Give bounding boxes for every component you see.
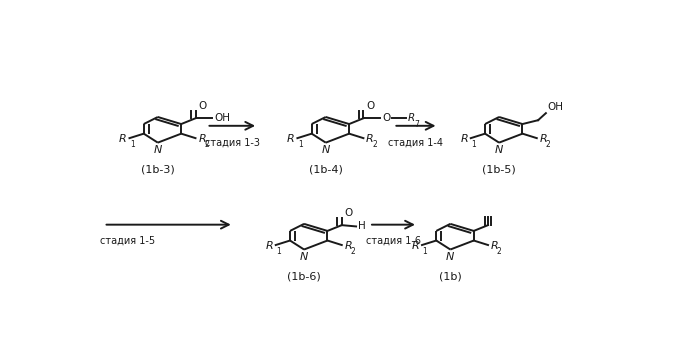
Text: стадия 1-3: стадия 1-3: [205, 138, 260, 148]
Text: (1b-4): (1b-4): [309, 164, 343, 174]
Text: O: O: [382, 113, 390, 123]
Text: стадия 1-4: стадия 1-4: [388, 138, 443, 148]
Text: (1b-5): (1b-5): [482, 164, 516, 174]
Text: 1: 1: [130, 140, 135, 149]
Text: 2: 2: [204, 140, 209, 149]
Text: N: N: [300, 252, 308, 262]
Text: N: N: [322, 145, 330, 155]
Text: 2: 2: [350, 247, 355, 256]
Text: (1b-3): (1b-3): [141, 164, 175, 174]
Text: OH: OH: [214, 113, 230, 123]
Text: стадия 1-5: стадия 1-5: [101, 236, 156, 246]
Text: 1: 1: [471, 140, 476, 149]
Text: H: H: [358, 221, 366, 231]
Text: R: R: [460, 134, 468, 144]
Text: R: R: [366, 134, 374, 144]
Text: N: N: [446, 252, 454, 262]
Text: O: O: [199, 101, 206, 111]
Text: стадия 1-6: стадия 1-6: [366, 236, 421, 246]
Text: O: O: [366, 101, 375, 111]
Text: R: R: [265, 240, 273, 251]
Text: O: O: [345, 208, 353, 218]
Text: 1: 1: [422, 247, 427, 256]
Text: 7: 7: [415, 120, 419, 129]
Text: (1b): (1b): [439, 271, 462, 281]
Text: 1: 1: [298, 140, 303, 149]
Text: R: R: [408, 113, 415, 123]
Text: R: R: [412, 240, 419, 251]
Text: 2: 2: [497, 247, 501, 256]
Text: R: R: [345, 240, 352, 251]
Text: R: R: [119, 134, 127, 144]
Text: 1: 1: [276, 247, 281, 256]
Text: R: R: [491, 240, 498, 251]
Text: N: N: [154, 145, 162, 155]
Text: OH: OH: [547, 102, 563, 112]
Text: R: R: [540, 134, 547, 144]
Text: 2: 2: [545, 140, 550, 149]
Text: N: N: [495, 145, 503, 155]
Text: R: R: [287, 134, 295, 144]
Text: R: R: [199, 134, 206, 144]
Text: 2: 2: [372, 140, 377, 149]
Text: (1b-6): (1b-6): [287, 271, 321, 281]
